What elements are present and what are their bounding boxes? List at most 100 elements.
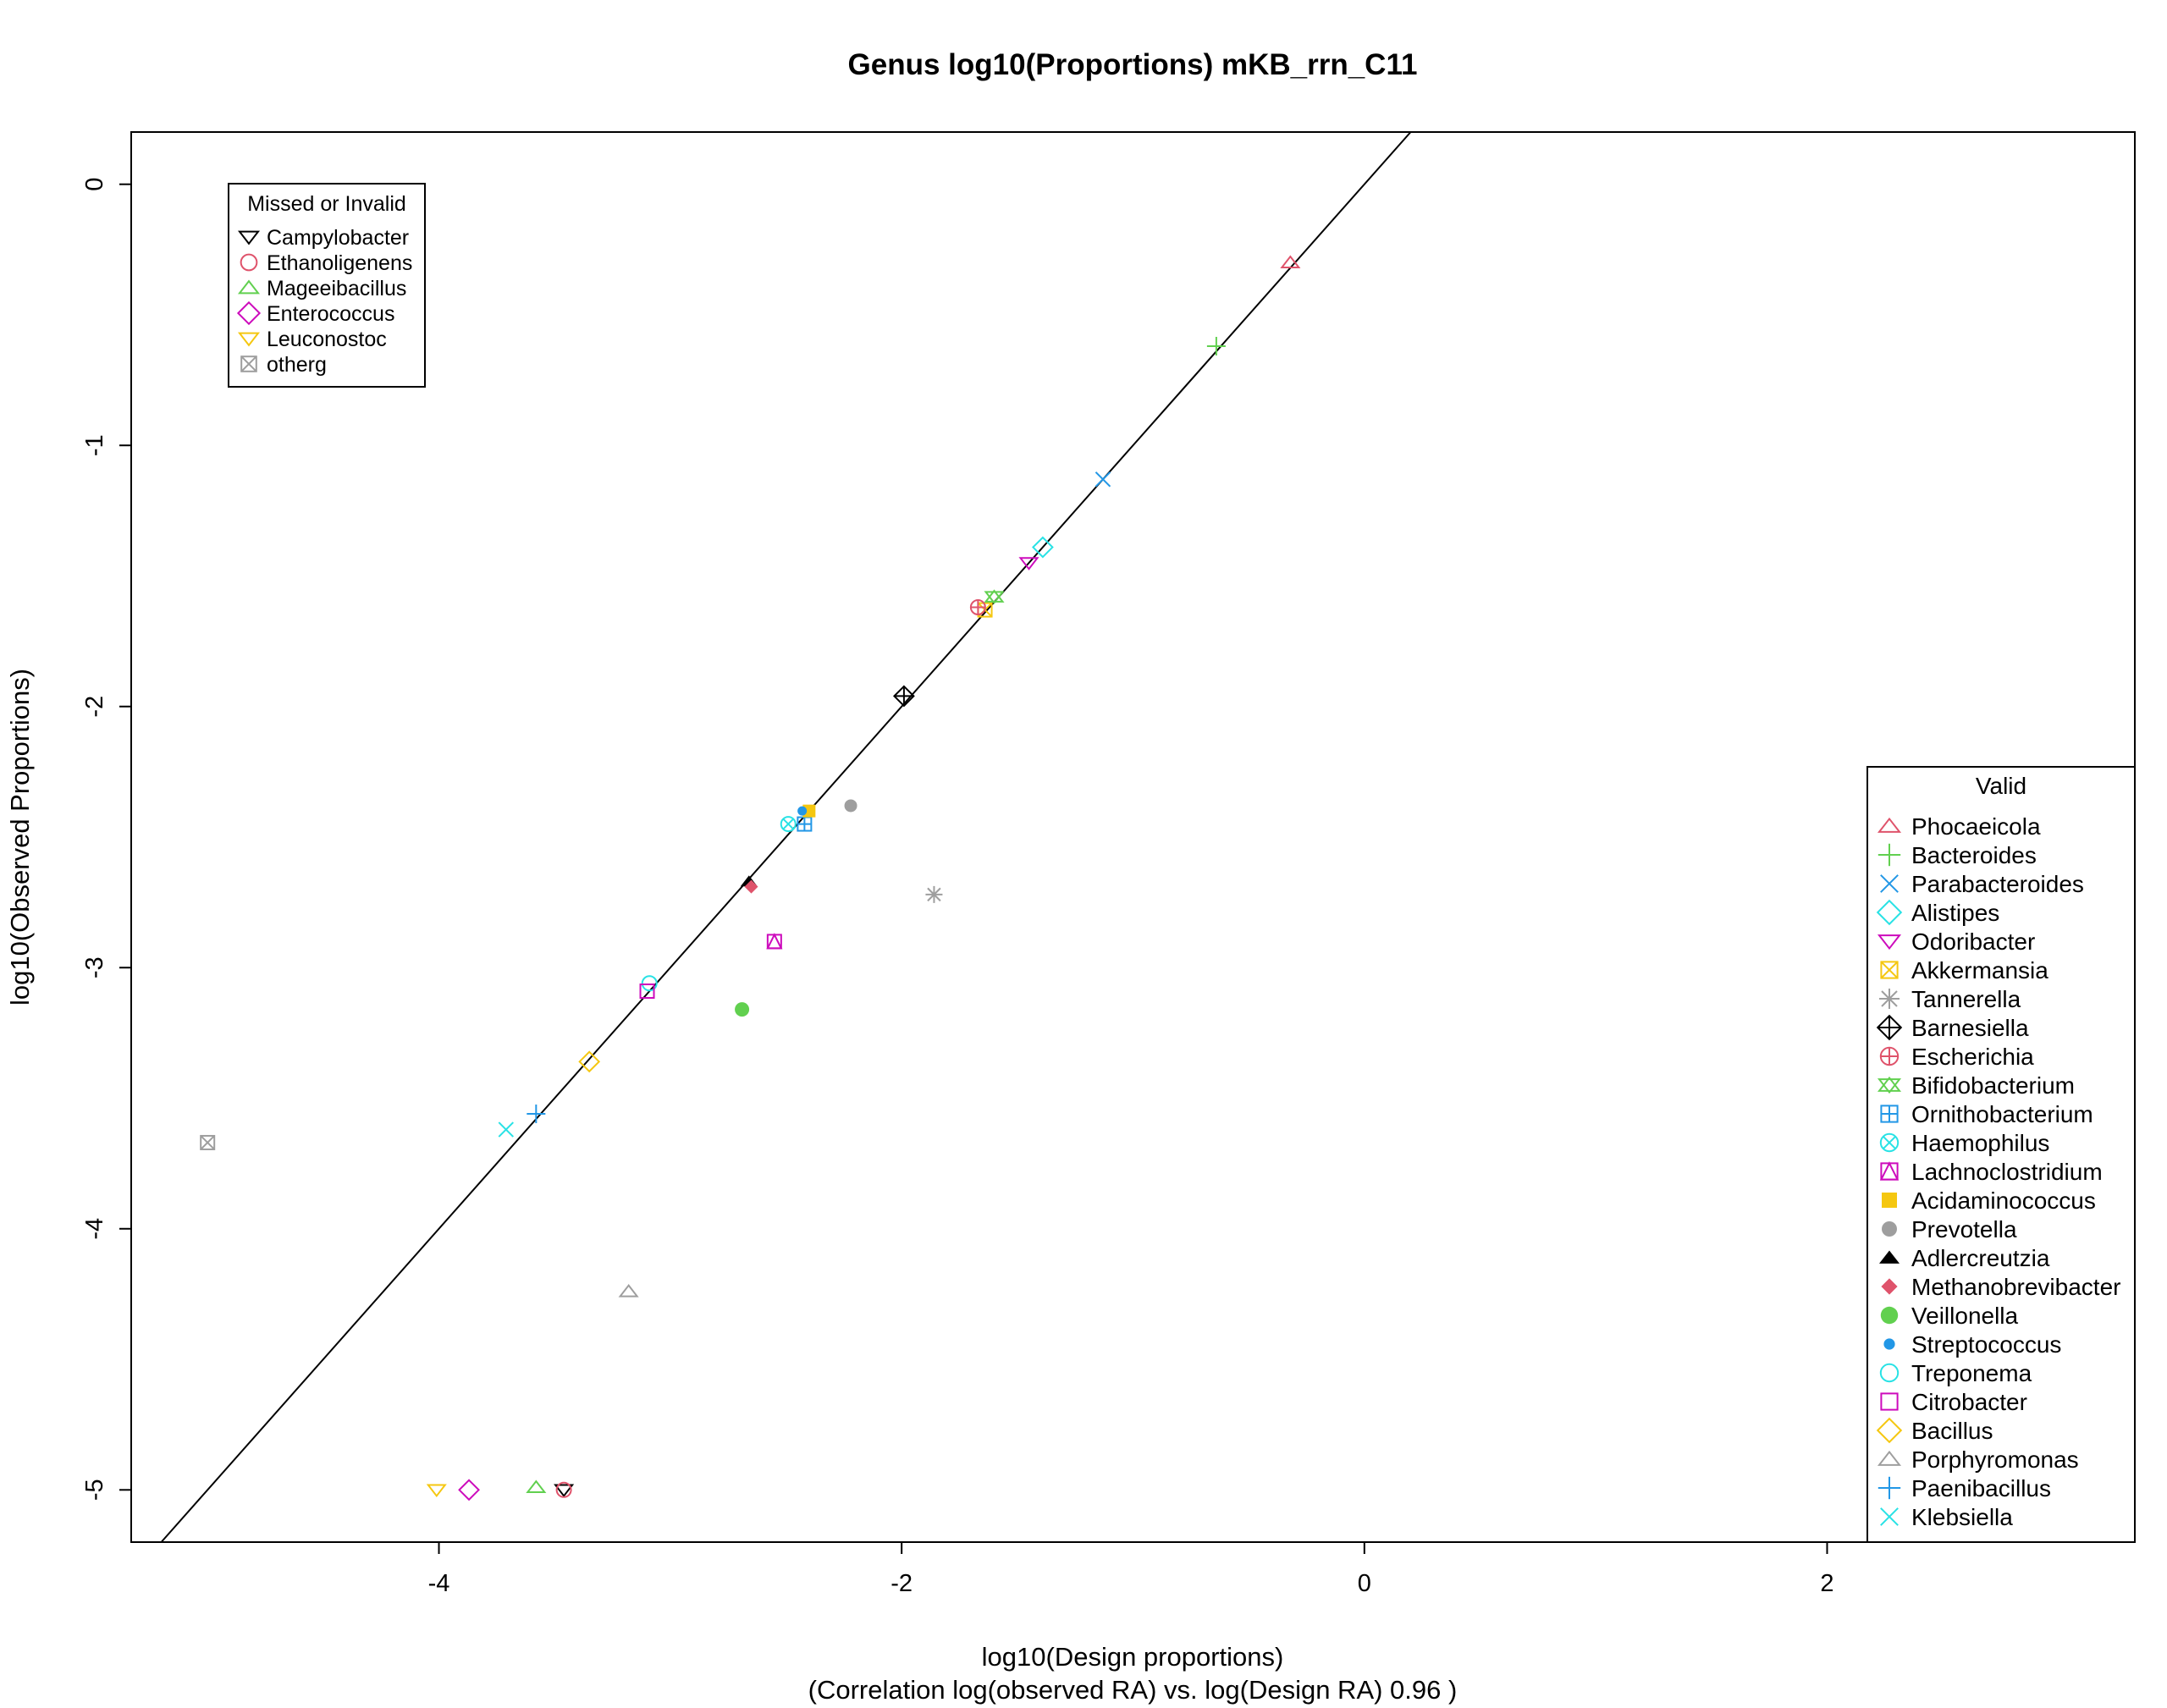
legend-symbol-paenibacillus	[1878, 1476, 1901, 1500]
point-phocaeicola	[1280, 255, 1301, 269]
legend-label-ornithobacterium: Ornithobacterium	[1911, 1101, 2093, 1127]
legend-symbol-escherichia	[1879, 1046, 1900, 1066]
y-axis: 0 -1 -2 -3 -4 -5	[81, 178, 132, 1501]
x-axis: -4 -2 0 2	[428, 1541, 1834, 1597]
legend-label-bifidobacterium: Bifidobacterium	[1911, 1072, 2075, 1099]
legend-symbol-tannerella	[1879, 989, 1900, 1009]
legend-symbol-alistipes	[1876, 899, 1903, 926]
point-escherichia	[969, 599, 986, 616]
legend-symbol-prevotella	[1882, 1221, 1897, 1237]
legend-label-ethanoligenens: Ethanoligenens	[267, 251, 412, 275]
point-citrobacter	[639, 983, 655, 1000]
x-tick-label: -4	[428, 1570, 450, 1597]
legend-symbol-streptococcus	[1883, 1338, 1895, 1350]
plot-frame	[130, 131, 2136, 1543]
legend-label-bacillus: Bacillus	[1911, 1418, 1993, 1444]
y-tick-label: -5	[81, 1479, 108, 1501]
point-paenibacillus	[527, 1105, 546, 1124]
reference-line	[160, 131, 1412, 1543]
point-bifidobacterium	[984, 589, 1005, 604]
point-enterococcus	[458, 1479, 480, 1501]
point-streptococcus	[797, 806, 808, 816]
legend-symbol-bifidobacterium	[1877, 1076, 1902, 1094]
legend-symbol-leuconostoc	[237, 332, 261, 347]
legend-label-akkermansia: Akkermansia	[1911, 957, 2048, 983]
legend-label-citrobacter: Citrobacter	[1911, 1389, 2027, 1415]
legend-label-treponema: Treponema	[1911, 1360, 2032, 1386]
legend-label-leuconostoc: Leuconostoc	[267, 328, 387, 351]
point-leuconostoc	[426, 1484, 447, 1498]
point-alistipes	[1031, 536, 1054, 559]
point-klebsiella	[498, 1121, 514, 1138]
legend-symbol-otherg	[240, 355, 257, 372]
legend-label-bacteroides: Bacteroides	[1911, 842, 2037, 868]
legend-symbol-ornithobacterium	[1880, 1105, 1899, 1123]
legend-label-escherichia: Escherichia	[1911, 1044, 2034, 1070]
legend-label-veillonella: Veillonella	[1911, 1303, 2019, 1329]
legend-label-barnesiella: Barnesiella	[1911, 1015, 2029, 1041]
data-points	[200, 255, 1301, 1501]
point-ornithobacterium	[797, 816, 813, 832]
y-tick-label: -1	[81, 434, 108, 456]
legend-label-acidaminococcus: Acidaminococcus	[1911, 1187, 2096, 1214]
y-tick-label: -3	[81, 956, 108, 978]
point-campylobacter	[554, 1484, 575, 1498]
point-haemophilus	[780, 816, 797, 833]
x-tick-label: 2	[1820, 1570, 1833, 1597]
legend-symbol-bacillus	[1876, 1417, 1903, 1444]
legend-label-streptococcus: Streptococcus	[1911, 1331, 2061, 1358]
chart-title: Genus log10(Proportions) mKB_rrn_C11	[848, 48, 1418, 81]
legend-symbol-phocaeicola	[1877, 817, 1902, 833]
legend-symbol-treponema	[1879, 1363, 1900, 1383]
legend-label-enterococcus: Enterococcus	[267, 302, 394, 326]
legend-label-haemophilus: Haemophilus	[1911, 1130, 2049, 1156]
legend-box	[1866, 766, 2136, 1543]
legend-label-porphyromonas: Porphyromonas	[1911, 1446, 2079, 1473]
legend-symbol-methanobrevibacter	[1881, 1278, 1898, 1295]
x-axis-label: log10(Design proportions)	[982, 1642, 1284, 1672]
x-axis-sublabel: (Correlation log(observed RA) vs. log(De…	[808, 1675, 1458, 1705]
legend-title: Valid	[1976, 773, 2026, 799]
point-bacillus	[578, 1050, 601, 1073]
legend-label-parabacteroides: Parabacteroides	[1911, 871, 2084, 897]
legend-label-tannerella: Tannerella	[1911, 986, 2021, 1012]
point-odoribacter	[1018, 557, 1039, 570]
legend-symbol-haemophilus	[1879, 1132, 1900, 1153]
legend-symbol-parabacteroides	[1880, 874, 1899, 893]
legend-label-alistipes: Alistipes	[1911, 900, 1999, 926]
legend-symbol-campylobacter	[237, 230, 261, 245]
point-bacteroides	[1206, 336, 1226, 355]
legend-symbol-odoribacter	[1877, 934, 1902, 950]
x-tick-label: -2	[891, 1570, 913, 1597]
point-methanobrevibacter	[744, 879, 758, 894]
legend-symbol-acidaminococcus	[1882, 1193, 1897, 1208]
point-ethanoligenens	[555, 1481, 572, 1498]
legend-symbol-enterococcus	[236, 300, 262, 326]
legend-symbol-barnesiella	[1876, 1014, 1903, 1041]
legend-label-prevotella: Prevotella	[1911, 1216, 2017, 1242]
legend-symbol-akkermansia	[1880, 961, 1899, 979]
point-parabacteroides	[1095, 471, 1111, 488]
legend-box	[228, 183, 426, 388]
legend-label-adlercreutzia: Adlercreutzia	[1911, 1245, 2050, 1271]
legend-label-methanobrevibacter: Methanobrevibacter	[1911, 1274, 2120, 1300]
point-prevotella	[844, 799, 857, 813]
legend-symbol-mageeibacillus	[237, 279, 261, 295]
x-tick-label: 0	[1358, 1570, 1371, 1597]
legend-symbol-porphyromonas	[1877, 1450, 1902, 1466]
point-mageeibacillus	[526, 1479, 547, 1493]
legend-symbol-adlercreutzia	[1879, 1250, 1900, 1264]
point-veillonella	[735, 1002, 750, 1017]
point-tannerella	[925, 885, 943, 903]
legend-symbol-lachnoclostridium	[1879, 1161, 1900, 1181]
reference-line-layer	[160, 131, 1412, 1543]
legend-label-lachnoclostridium: Lachnoclostridium	[1911, 1159, 2103, 1185]
point-lachnoclostridium	[766, 933, 783, 950]
legend-label-phocaeicola: Phocaeicola	[1911, 813, 2041, 840]
legend-symbol-ethanoligenens	[240, 253, 258, 272]
y-tick-label: -4	[81, 1218, 108, 1240]
legend-missed-or-invalid: Missed or Invalid CampylobacterEthanolige…	[228, 183, 426, 388]
point-acidaminococcus	[802, 804, 816, 818]
legend-label-mageeibacillus: Mageeibacillus	[267, 277, 406, 300]
